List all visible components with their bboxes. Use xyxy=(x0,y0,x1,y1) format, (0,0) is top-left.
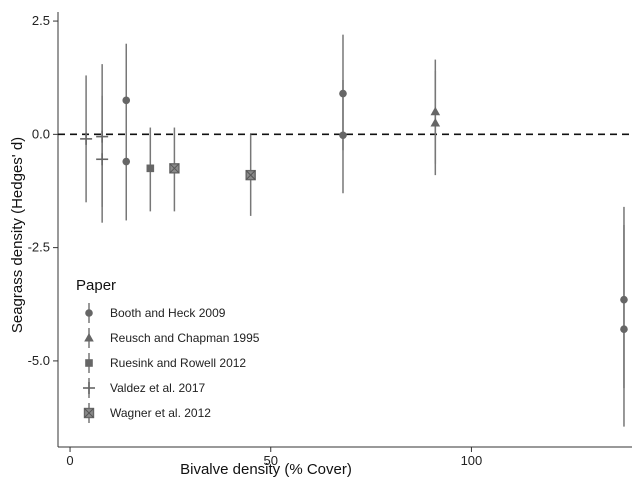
legend-items: Booth and Heck 2009 Reusch and Chapman 19… xyxy=(83,303,260,423)
data-points xyxy=(80,89,628,333)
legend-key-triangle xyxy=(84,333,94,342)
point-booth-and-heck-2009 xyxy=(339,89,347,98)
point-booth-and-heck-2009 xyxy=(122,157,131,166)
legend-label: Reusch and Chapman 1995 xyxy=(110,331,260,345)
y-tick-label: -2.5 xyxy=(28,240,50,255)
x-axis-title: Bivalve density (% Cover) xyxy=(180,461,352,477)
legend-item: Valdez et al. 2017 xyxy=(83,378,206,398)
y-tick-label: -5.0 xyxy=(28,353,50,368)
legend-label: Ruesink and Rowell 2012 xyxy=(110,356,246,370)
y-tick-label: 2.5 xyxy=(32,13,50,28)
point-booth-and-heck-2009 xyxy=(620,325,628,333)
plot-area: 2.5 0.0 -2.5 -5.0 0 50 100 xyxy=(28,12,632,468)
point-wagner-et-al-2012 xyxy=(169,163,180,174)
y-axis-ticks: 2.5 0.0 -2.5 -5.0 xyxy=(28,13,58,368)
point-reusch-and-chapman-1995 xyxy=(430,118,441,127)
legend-item: Booth and Heck 2009 xyxy=(85,303,226,323)
legend: Paper Booth and Heck 2009 Reusch and Chap… xyxy=(76,277,260,423)
x-axis-ticks: 0 50 100 xyxy=(66,447,482,468)
point-reusch-and-chapman-1995 xyxy=(430,106,441,116)
legend-item: Wagner et al. 2012 xyxy=(83,403,211,423)
x-tick-label: 0 xyxy=(66,453,73,468)
point-valdez-et-al-2017 xyxy=(96,153,109,166)
legend-key-square xyxy=(85,359,93,367)
legend-key-square-cross xyxy=(83,407,95,419)
point-wagner-et-al-2012 xyxy=(245,169,256,181)
point-booth-and-heck-2009 xyxy=(122,96,131,105)
legend-label: Valdez et al. 2017 xyxy=(110,381,206,395)
legend-key-circle xyxy=(85,309,93,317)
x-tick-label: 50 xyxy=(264,453,278,468)
y-tick-label: 0.0 xyxy=(32,126,50,141)
legend-title: Paper xyxy=(76,277,116,294)
point-valdez-et-al-2017 xyxy=(96,130,109,143)
legend-key-plus xyxy=(83,382,95,394)
x-tick-label: 100 xyxy=(461,453,483,468)
legend-label: Wagner et al. 2012 xyxy=(110,406,211,420)
point-ruesink-and-rowell-2012 xyxy=(146,164,155,173)
point-booth-and-heck-2009 xyxy=(620,295,628,304)
y-axis-title: Seagrass density (Hedges' d) xyxy=(9,137,26,333)
legend-item: Ruesink and Rowell 2012 xyxy=(85,353,246,373)
legend-item: Reusch and Chapman 1995 xyxy=(84,328,260,348)
point-valdez-et-al-2017 xyxy=(80,132,93,145)
legend-label: Booth and Heck 2009 xyxy=(110,306,226,320)
point-booth-and-heck-2009 xyxy=(339,131,347,140)
